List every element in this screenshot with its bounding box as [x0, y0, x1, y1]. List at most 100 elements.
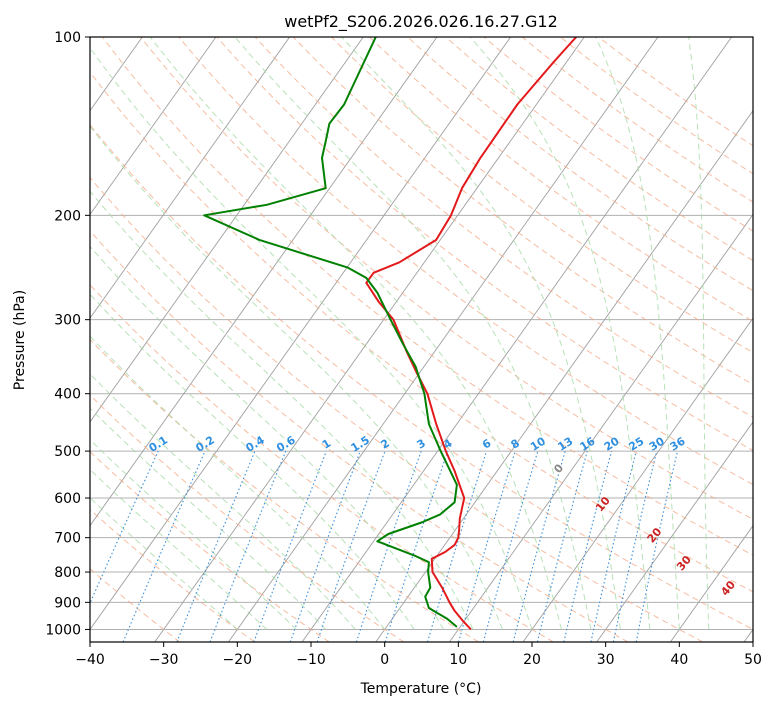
dry-adiabat-line	[521, 37, 753, 203]
y-tick-label: 600	[54, 491, 81, 507]
moist-adiabat-line	[688, 37, 710, 630]
series-group	[203, 37, 577, 631]
mixing-ratio-label: 0.2	[193, 433, 216, 454]
x-tick-label: −20	[223, 652, 253, 668]
mixing-ratio-line	[253, 450, 327, 642]
dry-adiabat-line	[90, 176, 704, 642]
mixing-ratio-line	[563, 450, 613, 642]
moist-adiabat-line	[90, 468, 268, 630]
isotherm-line	[228, 37, 659, 642]
x-tick-label: 10	[449, 652, 467, 668]
x-tick-label: −10	[296, 652, 326, 668]
dry-adiabat-line	[178, 37, 753, 486]
x-tick-label: 50	[744, 652, 762, 668]
mixing-ratio-line	[612, 450, 658, 642]
y-tick-label: 200	[54, 208, 81, 224]
mixing-ratio-line	[426, 450, 488, 642]
dry-adiabat-line	[90, 451, 330, 642]
dry-adiabat-line	[292, 37, 753, 386]
dry-adiabat-line	[140, 37, 753, 520]
mixing-ratio-line	[512, 450, 566, 642]
moist-adiabat-label: 40	[718, 578, 738, 598]
moist-adiabat-line	[341, 37, 621, 630]
x-tick-label: 20	[523, 652, 541, 668]
mixing-ratio-line	[482, 450, 539, 642]
y-tick-label: 500	[54, 444, 81, 460]
chart-title: wetPf2_S206.2026.026.16.27.G12	[284, 12, 558, 32]
isotherm-line	[0, 37, 69, 642]
x-tick-label: 30	[597, 652, 615, 668]
dry-adiabat-line	[407, 37, 753, 292]
mixing-ratio-line	[90, 450, 159, 605]
y-tick-label: 400	[54, 387, 81, 403]
dry-adiabat-line	[90, 230, 629, 642]
mixing-ratio-line	[384, 450, 449, 642]
mixing-ratio-label: 4	[441, 436, 455, 451]
y-tick-label: 100	[54, 30, 81, 46]
moist-adiabat-line	[90, 190, 474, 630]
mixing-ratio-line	[635, 450, 679, 642]
moist-adiabat-line	[90, 125, 503, 630]
mixing-ratio-line	[590, 450, 637, 642]
mixing-ratio-label: 3	[415, 437, 428, 452]
mixing-ratio-label: 0.1	[147, 433, 170, 454]
x-tick-label: −40	[75, 652, 105, 668]
mixing-ratio-label: 2	[378, 437, 391, 452]
y-axis: 1000 900 800 700 600 500 400 300 200 100	[45, 30, 90, 638]
isotherm-line	[90, 37, 364, 423]
dry-adiabat-line	[254, 37, 753, 418]
x-tick-label: 0	[380, 652, 389, 668]
plot-frame	[89, 36, 754, 643]
dry-adiabat-line	[90, 338, 479, 642]
moist-adiabat-label: 10	[593, 494, 613, 514]
temperature-profile-line	[365, 37, 577, 631]
dry-adiabat-label: -20	[0, 401, 4, 425]
background-lines	[0, 37, 753, 642]
isotherm-line	[743, 628, 753, 642]
dewpoint-profile-line	[203, 37, 458, 628]
mixing-ratio-label: 6	[480, 436, 494, 451]
dry-adiabat-line	[90, 71, 753, 593]
isotherm-line	[90, 37, 438, 527]
y-tick-label: 700	[54, 531, 81, 547]
mixing-ratio-label: 1	[320, 437, 333, 452]
moist-adiabat-line	[90, 293, 415, 630]
moist-adiabat-line	[90, 497, 238, 630]
isotherm-line	[670, 524, 753, 642]
mixing-ratio-line	[176, 450, 256, 642]
mixing-ratio-line	[122, 450, 206, 642]
isotherm-line	[90, 37, 217, 216]
moist-adiabat-line	[90, 335, 386, 630]
moist-adiabat-line	[470, 37, 651, 630]
isotherm-line	[375, 109, 753, 642]
moist-adiabat-line	[90, 373, 356, 630]
isotherm-line	[301, 37, 733, 642]
mixing-ratio-line	[316, 450, 386, 642]
mixing-ratio-line	[355, 450, 422, 642]
mixing-ratio-line	[289, 450, 361, 642]
isotherm-line	[154, 37, 585, 642]
x-tick-label: −30	[149, 652, 179, 668]
x-axis: −40 −30 −20 −10 0 10 20 30 40 50	[75, 642, 762, 668]
moist-adiabat-line	[90, 47, 533, 630]
moist-adiabat-label: 30	[674, 553, 694, 573]
moist-adiabat-line	[90, 439, 297, 630]
y-axis-title: Pressure (hPa)	[12, 290, 28, 390]
moist-adiabat-line	[234, 37, 592, 630]
isotherm-line	[449, 213, 753, 642]
dry-adiabat-line	[216, 37, 753, 452]
line-labels: 0.10.20.40.611.52346810131620253036-100-…	[0, 401, 738, 599]
dry-adiabat-line	[90, 508, 255, 642]
moist-adiabat-line	[90, 407, 327, 630]
dry-adiabat-line	[90, 123, 753, 630]
isotherm-line	[522, 317, 753, 642]
moist-adiabat-line	[595, 37, 680, 630]
moist-adiabat-line	[149, 37, 562, 630]
isotherm-line	[90, 37, 291, 319]
x-axis-title: Temperature (°C)	[360, 681, 482, 697]
dry-adiabat-line	[331, 37, 753, 354]
isotherm-line	[596, 421, 753, 642]
y-tick-label: 300	[54, 313, 81, 329]
y-tick-label: 900	[54, 595, 81, 611]
